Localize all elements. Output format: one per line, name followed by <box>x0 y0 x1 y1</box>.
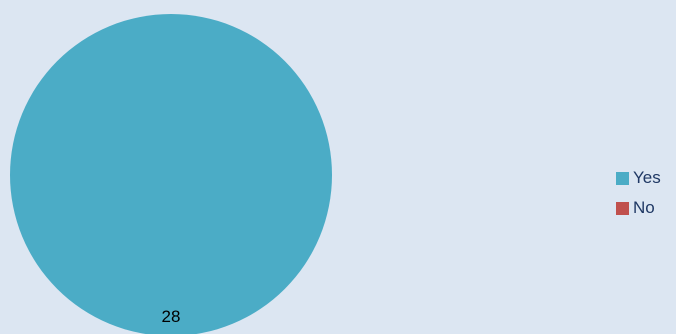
legend-label-yes: Yes <box>633 168 661 187</box>
pie-data-labels: 28 <box>162 307 181 326</box>
legend-item-no: No <box>616 198 661 218</box>
pie-slice-yes <box>10 14 332 334</box>
legend-swatch-no <box>616 201 629 215</box>
legend-swatch-yes <box>616 171 629 185</box>
pie-slices <box>10 14 332 334</box>
legend-label-no: No <box>633 198 655 217</box>
data-label-yes: 28 <box>162 307 181 326</box>
chart-legend: Yes No <box>616 168 661 228</box>
legend-item-yes: Yes <box>616 168 661 188</box>
